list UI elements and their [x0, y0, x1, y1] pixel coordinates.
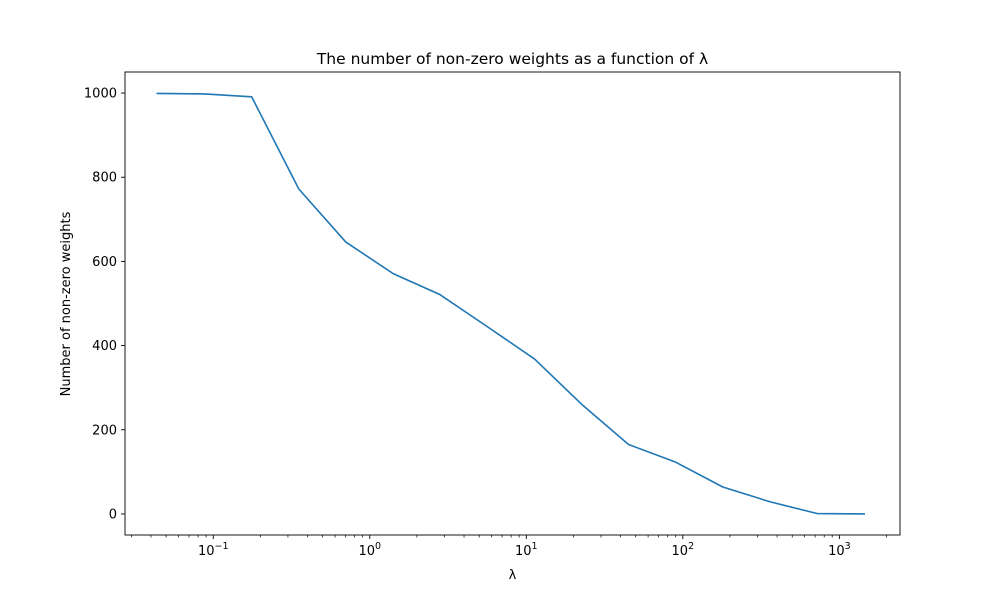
y-tick-label: 600 [92, 255, 117, 270]
x-tick-label: 101 [515, 541, 538, 559]
chart-title: The number of non-zero weights as a func… [316, 50, 708, 68]
y-tick-label: 800 [92, 171, 117, 186]
x-axis-label: λ [509, 568, 517, 583]
y-tick-label: 400 [92, 339, 117, 354]
axes-frame [124, 71, 901, 536]
series-line-0 [156, 92, 865, 515]
x-tick-label: 102 [672, 541, 695, 559]
plot-area: 0 200 400 600 800 1000 10−1 100 101 102 103 [84, 71, 901, 559]
x-tick-label: 103 [828, 541, 851, 559]
y-tick-label: 200 [92, 423, 117, 438]
y-axis-label: Number of non-zero weights [59, 211, 74, 396]
y-tick-label: 0 [109, 507, 117, 522]
x-tick-label: 100 [358, 541, 381, 559]
x-tick-label: 10−1 [198, 541, 229, 559]
y-tick-label: 1000 [84, 87, 117, 102]
